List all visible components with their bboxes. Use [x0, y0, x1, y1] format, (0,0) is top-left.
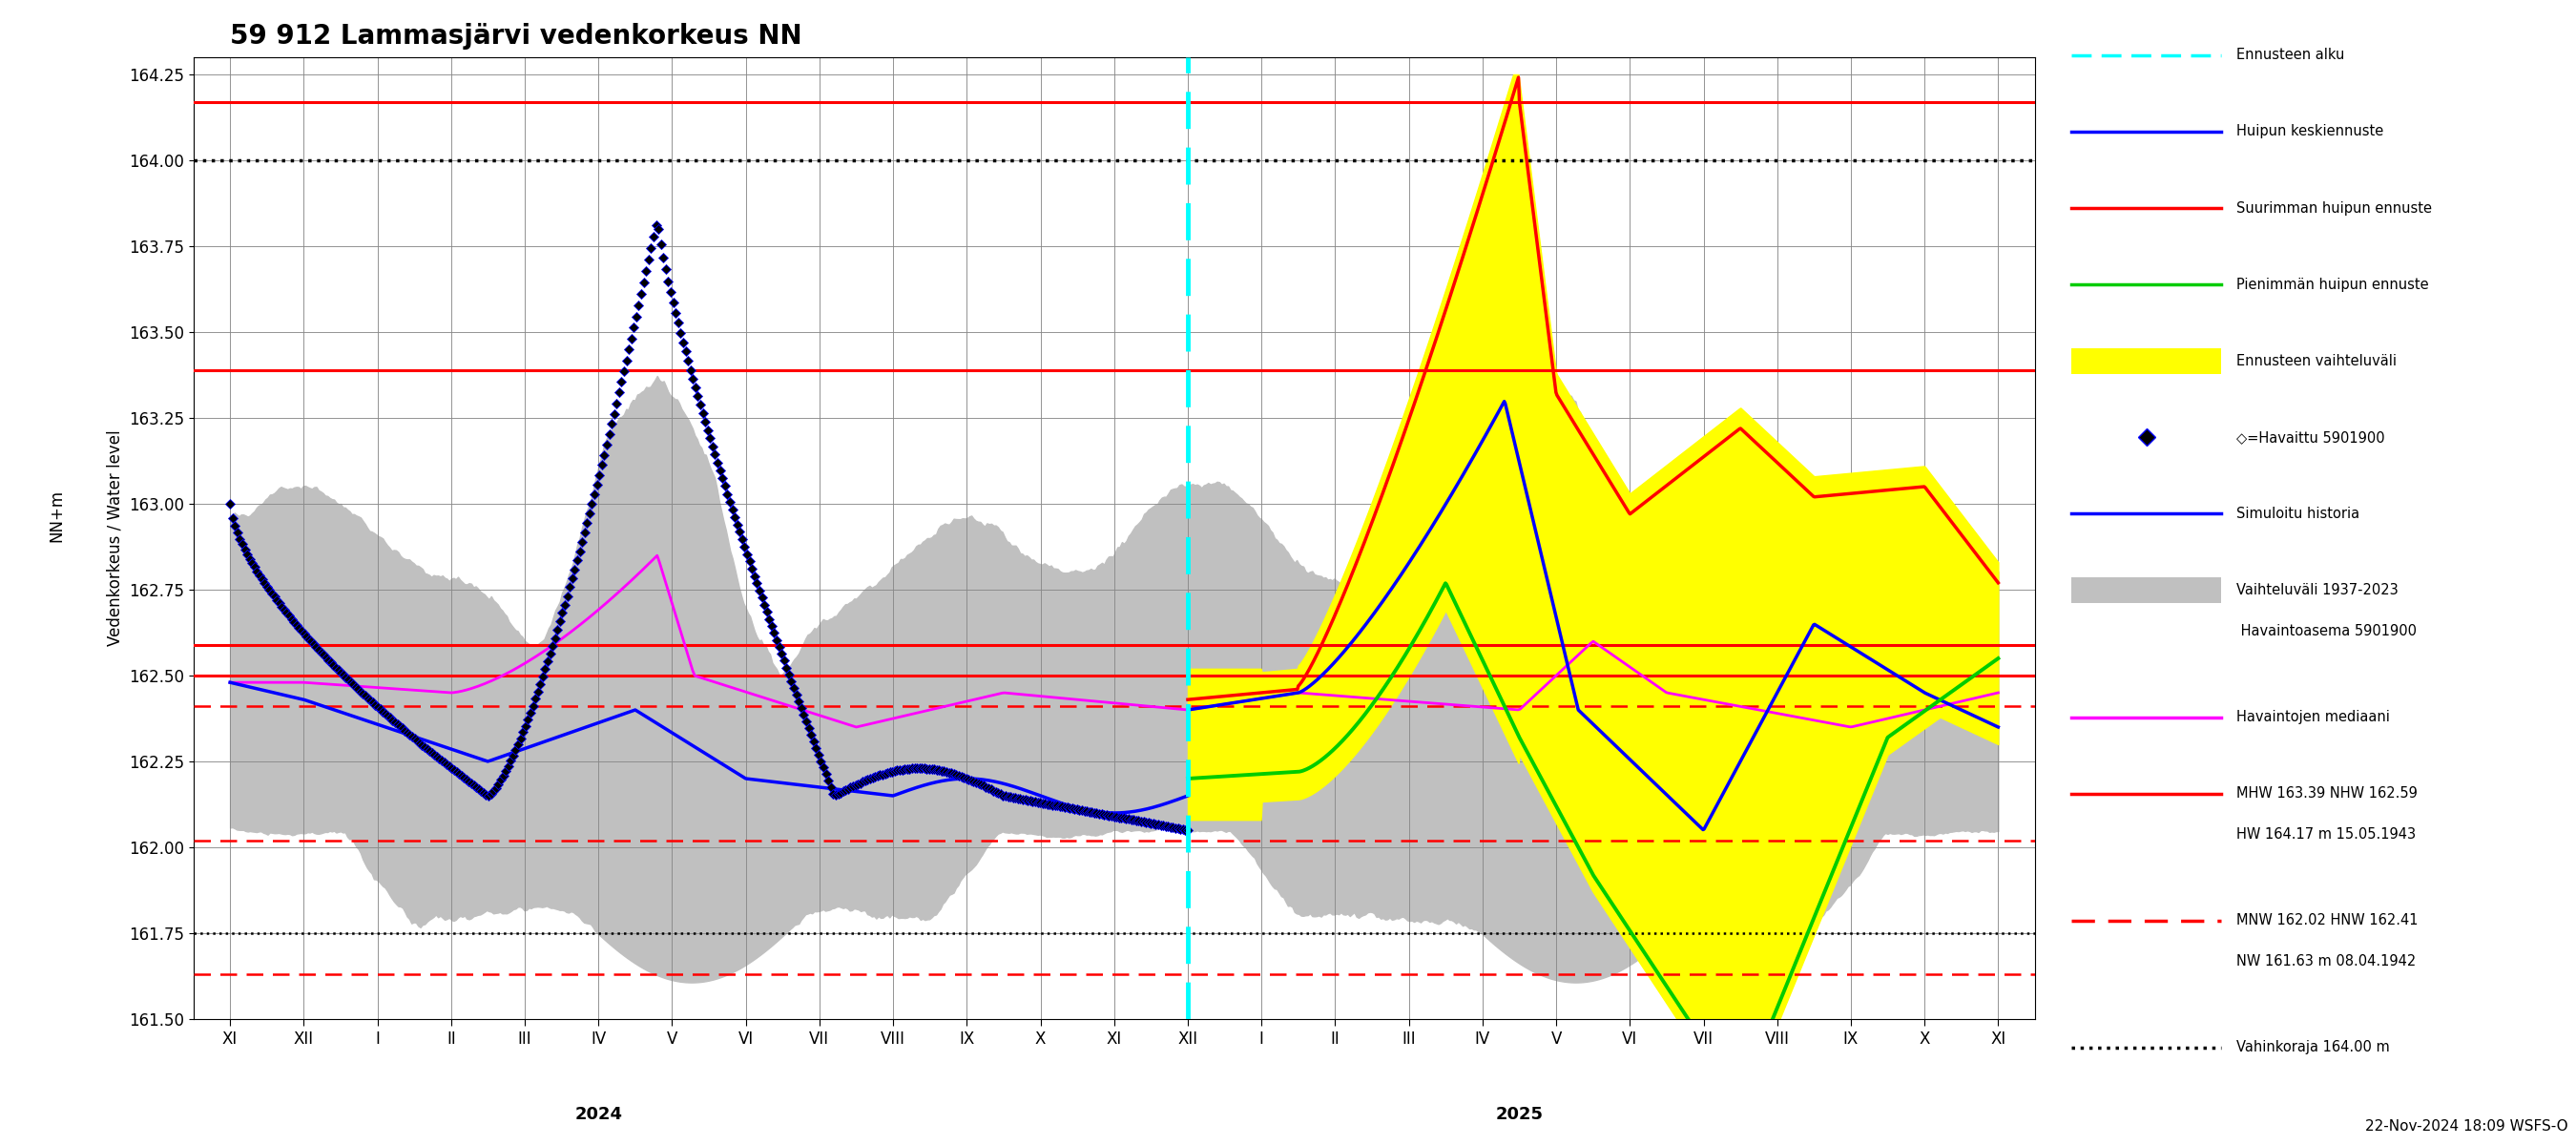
Text: NW 161.63 m 08.04.1942: NW 161.63 m 08.04.1942 [2236, 954, 2416, 969]
Text: MNW 162.02 HNW 162.41: MNW 162.02 HNW 162.41 [2236, 914, 2419, 927]
Text: 59 912 Lammasjärvi vedenkorkeus NN: 59 912 Lammasjärvi vedenkorkeus NN [229, 23, 801, 49]
Text: 2024: 2024 [574, 1106, 623, 1123]
Text: 22-Nov-2024 18:09 WSFS-O: 22-Nov-2024 18:09 WSFS-O [2365, 1120, 2568, 1134]
Text: MHW 163.39 NHW 162.59: MHW 163.39 NHW 162.59 [2236, 787, 2419, 800]
Text: Ennusteen vaihteluväli: Ennusteen vaihteluväli [2236, 354, 2396, 368]
Text: Havaintoasema 5901900: Havaintoasema 5901900 [2236, 624, 2416, 638]
Bar [2071, 577, 2221, 603]
Text: Vaihteluväli 1937-2023: Vaihteluväli 1937-2023 [2236, 583, 2398, 598]
Text: Pienimmän huipun ennuste: Pienimmän huipun ennuste [2236, 277, 2429, 292]
Text: ◇=Havaittu 5901900: ◇=Havaittu 5901900 [2236, 431, 2385, 444]
Bar [2071, 348, 2221, 373]
Text: Huipun keskiennuste: Huipun keskiennuste [2236, 125, 2383, 139]
Text: Ennusteen alku: Ennusteen alku [2236, 48, 2344, 62]
Text: Simuloitu historia: Simuloitu historia [2236, 506, 2360, 521]
Text: Havaintojen mediaani: Havaintojen mediaani [2236, 710, 2391, 725]
Text: NN+m: NN+m [49, 489, 64, 542]
Text: 2025: 2025 [1497, 1106, 1543, 1123]
Text: Suurimman huipun ennuste: Suurimman huipun ennuste [2236, 200, 2432, 215]
Text: Vahinkoraja 164.00 m: Vahinkoraja 164.00 m [2236, 1041, 2391, 1055]
Text: HW 164.17 m 15.05.1943: HW 164.17 m 15.05.1943 [2236, 828, 2416, 842]
Y-axis label: Vedenkorkeus / Water level: Vedenkorkeus / Water level [106, 431, 124, 646]
